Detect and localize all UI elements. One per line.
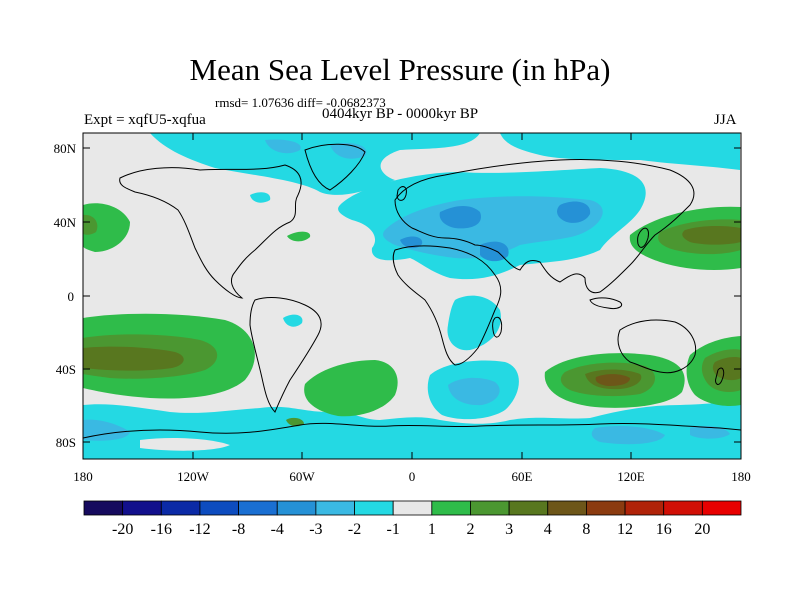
colorbar-tick-label: 20 — [694, 521, 710, 538]
colorbar-tick-label: -16 — [151, 521, 172, 538]
colorbar-swatch — [701, 500, 742, 516]
colorbar-tick-label: -20 — [112, 521, 133, 538]
atlantic-positive-spot — [287, 231, 311, 242]
colorbar-swatch — [624, 500, 665, 516]
coast-british-isles — [396, 186, 407, 201]
lat-label-40n: 40N — [54, 215, 77, 230]
experiment-label: Expt = xqfU5-xqfua — [84, 112, 206, 128]
pacific-negative-spot — [283, 314, 303, 327]
antarctic-minus2-region-2 — [591, 426, 665, 445]
colorbar-swatch — [547, 500, 587, 516]
colorbar-swatch — [354, 500, 394, 516]
coast-eurasia — [394, 158, 695, 294]
period-label: 0404kyr BP - 0000kyr BP — [322, 106, 479, 122]
colorbar-tick-label: -3 — [309, 521, 322, 538]
eurasia-minus3-region — [439, 205, 481, 229]
colorbar-tick-label: -2 — [348, 521, 361, 538]
coast-new-zealand — [715, 367, 725, 385]
arctic-negative-region — [150, 133, 480, 195]
southwest-pacific-positive-3 — [712, 357, 741, 381]
colorbar-tick-label: -4 — [271, 521, 284, 538]
colorbar — [83, 500, 742, 516]
map-title: Mean Sea Level Pressure (in hPa) — [189, 52, 611, 87]
lat-labels: 80N 40N 0 40S 80S — [54, 141, 77, 450]
lon-label-120w: 120W — [177, 469, 210, 484]
coast-africa — [392, 245, 502, 366]
antarctic-positive-spot — [286, 417, 304, 427]
colorbar-tick-label: 4 — [544, 521, 552, 538]
colorbar-tick-label: -12 — [189, 521, 210, 538]
coast-antarctica — [83, 422, 741, 439]
lat-label-0: 0 — [68, 289, 75, 304]
lat-label-80n: 80N — [54, 141, 77, 156]
arctic-deeper-blue — [265, 139, 301, 154]
lon-label-60w: 60W — [289, 469, 315, 484]
coast-north-america — [119, 164, 302, 299]
lon-label-60e: 60E — [512, 469, 533, 484]
colorbar-swatch — [238, 500, 278, 516]
colorbar-tick-label: 3 — [505, 521, 513, 538]
east-africa-negative-region — [447, 295, 501, 351]
stats-text: rmsd= 1.07636 diff= -0.0682373 — [215, 95, 386, 110]
colorbar-tick-label: 12 — [617, 521, 633, 538]
colorbar-tick-label: 2 — [466, 521, 474, 538]
europe-minus3-region — [400, 236, 423, 249]
coast-madagascar — [492, 316, 503, 338]
eurasia-minus2-region — [383, 196, 603, 259]
colorbar-swatch — [508, 500, 549, 516]
axis-ticks — [83, 133, 741, 459]
coast-south-america — [249, 297, 322, 413]
lon-label-180e: 180 — [731, 469, 751, 484]
north-pacific-west-positive — [83, 203, 130, 252]
colorbar-tick-label: 8 — [582, 521, 590, 538]
colorbar-tick-label: -8 — [232, 521, 245, 538]
coast-australia — [617, 319, 697, 374]
lat-label-40s: 40S — [56, 362, 76, 377]
antarctic-negative-region — [83, 400, 741, 459]
colorbar-labels: -20 -16 -12 -8 -4 -3 -2 -1 1 2 3 4 8 12 16 20 — [112, 521, 710, 538]
coastlines — [83, 143, 741, 439]
coast-greenland — [304, 143, 366, 191]
colorbar-swatch — [586, 500, 626, 516]
colorbar-swatch — [83, 500, 124, 516]
mideast-minus3-region — [480, 241, 509, 262]
colorbar-swatch — [392, 500, 433, 516]
colorbar-tick-label: 1 — [428, 521, 436, 538]
north-pacific-east-positive-3 — [682, 225, 741, 245]
south-atlantic-positive — [304, 360, 398, 417]
north-pacific-west-positive-core — [83, 214, 98, 235]
lon-label-120e: 120E — [617, 469, 645, 484]
antarctic-minus2-region-3 — [690, 426, 730, 439]
south-pacific-positive-3 — [83, 346, 184, 371]
south-indian-positive-4 — [595, 374, 630, 386]
colorbar-swatch — [431, 500, 471, 516]
anomaly-fields — [83, 133, 741, 459]
arctic-negative-region-2 — [500, 133, 740, 170]
colorbar-swatch — [160, 500, 201, 516]
south-indian-minus2-region — [448, 377, 500, 406]
lat-label-80s: 80S — [56, 435, 76, 450]
coast-indonesia — [589, 297, 623, 309]
antarctic-ross-gray — [140, 437, 230, 451]
colorbar-swatch — [315, 500, 355, 516]
colorbar-swatch — [199, 500, 239, 516]
colorbar-tick-label: 16 — [656, 521, 672, 538]
colorbar-swatch — [122, 500, 162, 516]
colorbar-swatch — [276, 500, 317, 516]
colorbar-swatch — [663, 500, 703, 516]
colorbar-swatch — [470, 500, 510, 516]
lon-label-180w: 180 — [73, 469, 93, 484]
canada-negative-spot — [250, 192, 271, 203]
central-asia-minus3-region — [557, 201, 591, 223]
colorbar-tick-label: -1 — [387, 521, 400, 538]
season-label: JJA — [714, 112, 737, 128]
coast-japan — [637, 227, 649, 248]
lon-label-0: 0 — [409, 469, 416, 484]
lon-labels: 180 120W 60W 0 60E 120E 180 — [73, 469, 751, 484]
